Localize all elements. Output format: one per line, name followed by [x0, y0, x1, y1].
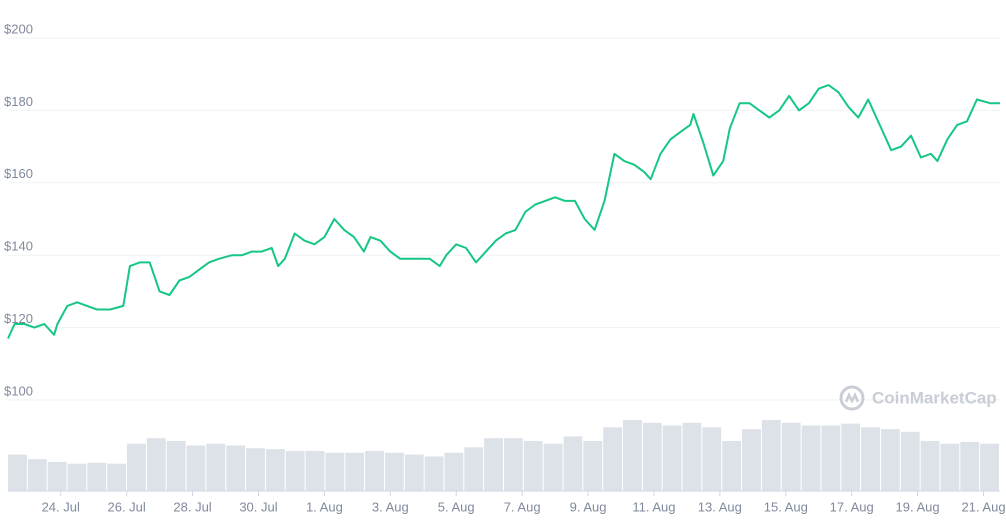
volume-bar — [484, 438, 503, 491]
x-tick-label: 28. Jul — [173, 499, 211, 514]
x-tick-label: 26. Jul — [107, 499, 145, 514]
x-tick-label: 15. Aug — [764, 499, 808, 514]
x-tick-label: 3. Aug — [372, 499, 409, 514]
volume-bar — [186, 445, 206, 491]
y-tick-label: $100 — [4, 383, 33, 398]
volume-bar — [226, 445, 246, 491]
x-tick-label: 13. Aug — [698, 499, 742, 514]
volume-bar — [87, 462, 107, 491]
volume-bar — [980, 443, 999, 491]
x-tick-label: 11. Aug — [632, 499, 675, 514]
x-tick-label: 30. Jul — [239, 499, 277, 514]
volume-bar — [642, 422, 662, 491]
x-tick-label: 1. Aug — [306, 499, 343, 514]
volume-bar — [365, 450, 384, 491]
y-tick-label: $200 — [4, 21, 33, 36]
volume-bar — [67, 463, 87, 491]
volume-bar — [504, 438, 523, 491]
volume-bar — [662, 425, 682, 491]
logo — [839, 385, 865, 411]
y-tick-label: $180 — [4, 94, 33, 109]
volume-bar — [623, 420, 642, 491]
volume-bar — [345, 452, 365, 491]
price-line — [7, 84, 1000, 339]
volume-bar — [285, 450, 305, 491]
volume-bar — [781, 422, 801, 491]
volume-bar — [880, 429, 900, 491]
y-tick-label: $160 — [4, 166, 33, 181]
volume-bar — [543, 443, 563, 491]
volume-bar — [325, 452, 345, 491]
volume-bar — [900, 431, 920, 491]
volume-bar — [523, 440, 543, 491]
x-tick-label: 21. Aug — [961, 499, 1005, 514]
volume-bar — [702, 427, 722, 491]
volume-bar — [27, 459, 47, 491]
volume-bar — [424, 456, 444, 491]
volume-bar — [940, 443, 960, 491]
volume-bar — [166, 440, 186, 491]
x-tick-label: 19. Aug — [896, 499, 940, 514]
y-tick-label: $120 — [4, 311, 33, 326]
volume-bar — [107, 463, 127, 491]
volume-bar — [761, 420, 781, 491]
x-tick-label: 24. Jul — [42, 499, 80, 514]
volume-bar — [583, 440, 603, 491]
volume-bar — [8, 454, 27, 491]
volume-bar — [146, 438, 166, 491]
volume-bar — [464, 447, 484, 491]
x-tick-label: 5. Aug — [438, 499, 475, 514]
volume-bar — [801, 425, 821, 491]
volume-bar — [206, 443, 226, 491]
x-tick-label: 7. Aug — [504, 499, 541, 514]
volume-bar — [841, 423, 861, 491]
volume-bar — [821, 425, 841, 491]
volume-bar — [742, 429, 761, 491]
volume-bar — [682, 422, 702, 491]
volume-bar — [722, 440, 742, 491]
volume-bar — [404, 454, 424, 491]
volume-bar — [265, 449, 285, 491]
volume-bar — [563, 436, 583, 491]
volume-bar — [47, 461, 67, 491]
volume-bar — [960, 441, 980, 491]
volume-bar — [246, 448, 265, 491]
volume-bar — [603, 427, 623, 491]
volume-bar — [861, 427, 880, 491]
x-tick-label: 17. Aug — [830, 499, 874, 514]
volume-bar — [384, 452, 404, 491]
watermark: CoinMarketCap — [872, 388, 997, 407]
volume-bar — [127, 443, 146, 491]
volume-bar — [920, 440, 940, 491]
x-tick-label: 9. Aug — [570, 499, 607, 514]
volume-bar — [305, 450, 325, 491]
volume-bar — [444, 452, 464, 491]
y-tick-label: $140 — [4, 239, 33, 254]
